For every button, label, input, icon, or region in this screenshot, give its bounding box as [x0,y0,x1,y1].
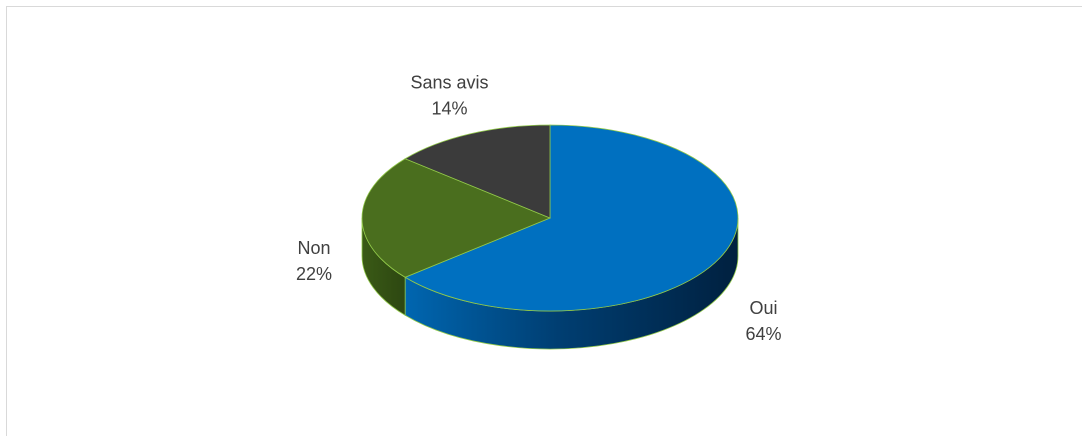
label-percent: 14% [432,98,468,118]
data-label-non: Non 22% [296,238,332,284]
pie-chart: Oui 64% Non 22% Sans avis 14% [296,72,782,350]
pie-top-layer [361,124,739,312]
pie-slice-sans-avis [404,124,551,219]
chart-area: Oui 64% Non 22% Sans avis 14% [6,6,1082,436]
pie-slice-oui [404,124,739,312]
label-category: Sans avis [410,72,488,92]
pie-label-layer: Oui 64% Non 22% Sans avis 14% [296,72,782,344]
label-category: Non [297,238,330,258]
label-category: Oui [750,298,778,318]
data-label-sans-avis: Sans avis 14% [410,72,488,118]
label-percent: 22% [296,264,332,284]
label-percent: 64% [746,324,782,344]
data-label-oui: Oui 64% [746,298,782,344]
pie-slice-non [361,158,552,278]
